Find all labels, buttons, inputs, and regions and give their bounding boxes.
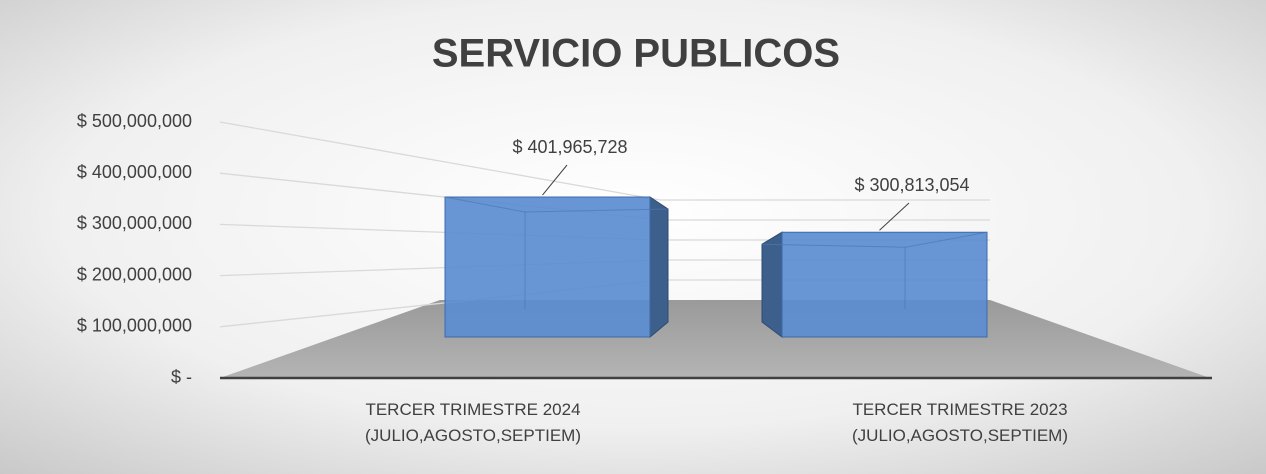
data-label: $ 300,813,054	[854, 175, 969, 195]
grid-line	[219, 121, 990, 201]
y-tick-label: $ 100,000,000	[77, 316, 192, 336]
y-tick-label: $ 400,000,000	[77, 162, 192, 182]
x-tick-label: TERCER TRIMESTRE 2024 (JULIO,AGOSTO,SEPTI…	[365, 400, 581, 445]
leader-line	[879, 202, 910, 231]
y-tick-label: $ 300,000,000	[77, 213, 192, 233]
data-label: $ 401,965,728	[512, 137, 627, 157]
x-tick-label: TERCER TRIMESTRE 2023 (JULIO,AGOSTO,SEPTI…	[852, 400, 1068, 445]
bar-side	[649, 196, 669, 339]
bar-edge	[761, 243, 906, 248]
bar-edge	[524, 208, 669, 213]
y-tick-label: $ -	[171, 367, 192, 387]
y-tick-label: $ 200,000,000	[77, 264, 192, 284]
y-tick-label: $ 500,000,000	[77, 111, 192, 131]
bar	[444, 196, 651, 338]
leader-line	[542, 164, 568, 196]
chart-title: SERVICIO PUBLICOS	[432, 32, 840, 76]
bar	[781, 231, 988, 338]
bar-side	[761, 231, 783, 338]
